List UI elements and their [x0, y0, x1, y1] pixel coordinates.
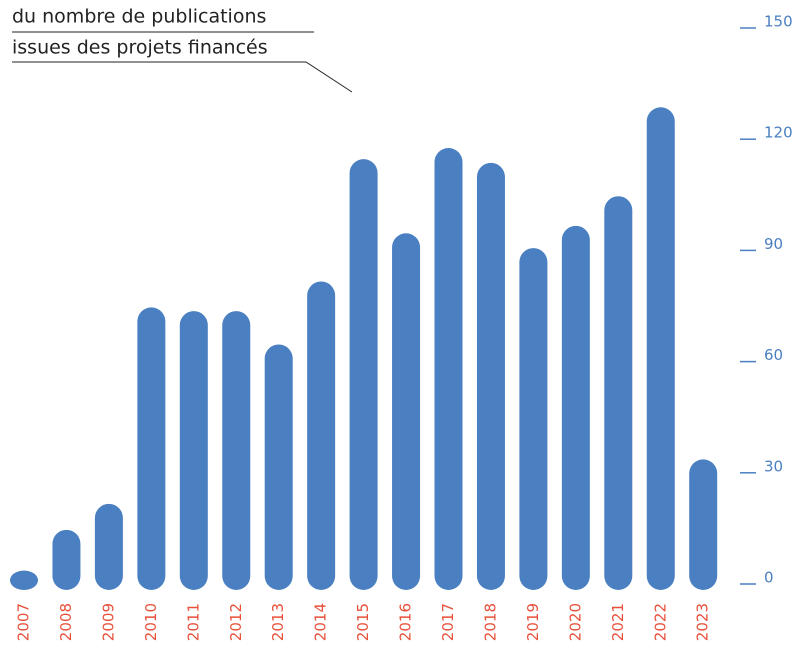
bar — [94, 503, 123, 590]
x-tick-label: 2019 — [524, 603, 542, 641]
bar — [137, 307, 166, 590]
bar — [179, 311, 208, 590]
y-tick-label: 0 — [764, 569, 774, 587]
y-tick-label: 150 — [764, 13, 793, 31]
bar — [561, 225, 590, 590]
bar — [52, 529, 81, 590]
bar — [10, 570, 38, 590]
x-tick-label: 2007 — [15, 603, 33, 641]
y-tick-label: 90 — [764, 235, 783, 253]
x-tick-label: 2020 — [566, 603, 584, 641]
x-tick-label: 2018 — [481, 603, 499, 641]
x-tick-label: 2009 — [99, 603, 117, 641]
bar — [519, 248, 548, 590]
title-line: issues des projets financés — [12, 37, 268, 59]
x-tick-label: 2021 — [609, 603, 627, 641]
x-tick-label: 2008 — [57, 603, 75, 641]
bar — [307, 281, 336, 590]
bar — [222, 311, 251, 590]
title-line: du nombre de publications — [12, 6, 266, 28]
x-tick-label: 2014 — [312, 603, 330, 641]
x-tick-label: 2010 — [142, 603, 160, 641]
x-tick-label: 2022 — [651, 603, 669, 641]
bar — [264, 344, 293, 590]
x-tick-label: 2016 — [397, 603, 415, 641]
bar — [349, 159, 378, 590]
bar — [476, 162, 505, 590]
bar — [392, 233, 421, 590]
bar — [604, 196, 633, 591]
bar — [689, 459, 718, 590]
x-tick-label: 2017 — [439, 603, 457, 641]
y-tick-label: 60 — [764, 346, 783, 364]
y-tick-label: 30 — [764, 457, 783, 475]
x-tick-label: 2023 — [694, 603, 712, 641]
bar — [434, 148, 463, 590]
x-tick-label: 2015 — [354, 603, 372, 641]
x-tick-label: 2013 — [269, 603, 287, 641]
pointer-line — [12, 61, 353, 93]
y-tick-label: 120 — [764, 124, 793, 142]
x-tick-label: 2011 — [184, 603, 202, 641]
x-tick-label: 2012 — [227, 603, 245, 641]
bar — [646, 107, 675, 591]
